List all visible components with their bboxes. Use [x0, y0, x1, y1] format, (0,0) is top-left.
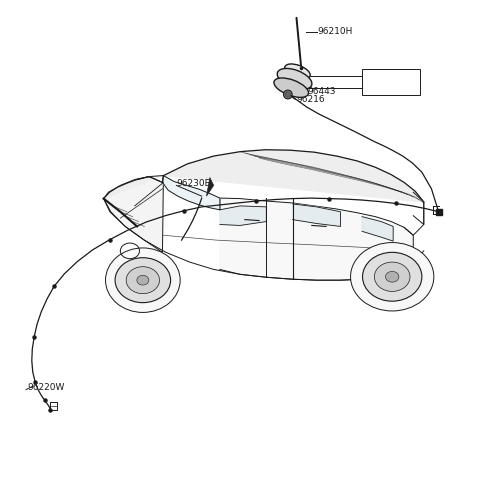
Polygon shape — [293, 204, 340, 226]
Text: 96230E: 96230E — [177, 179, 211, 188]
Polygon shape — [220, 206, 266, 225]
Polygon shape — [220, 198, 413, 280]
FancyBboxPatch shape — [362, 69, 420, 95]
Ellipse shape — [362, 252, 422, 301]
Ellipse shape — [274, 78, 309, 98]
Text: 96443: 96443 — [307, 87, 336, 96]
Text: 96210H: 96210H — [318, 27, 353, 36]
Polygon shape — [206, 177, 214, 196]
Ellipse shape — [126, 267, 159, 294]
Ellipse shape — [137, 275, 149, 285]
Ellipse shape — [284, 90, 292, 99]
Ellipse shape — [374, 262, 410, 292]
Ellipse shape — [285, 64, 310, 79]
Ellipse shape — [285, 92, 290, 97]
Text: 96216: 96216 — [297, 95, 325, 104]
Polygon shape — [104, 175, 163, 252]
Ellipse shape — [277, 69, 312, 89]
Polygon shape — [362, 217, 393, 241]
Ellipse shape — [106, 248, 180, 313]
Text: 96220W: 96220W — [27, 383, 64, 392]
Ellipse shape — [115, 258, 170, 303]
Polygon shape — [104, 150, 424, 202]
Ellipse shape — [385, 271, 399, 282]
Text: 96210L: 96210L — [367, 80, 401, 89]
Polygon shape — [162, 175, 220, 210]
Ellipse shape — [350, 243, 434, 311]
